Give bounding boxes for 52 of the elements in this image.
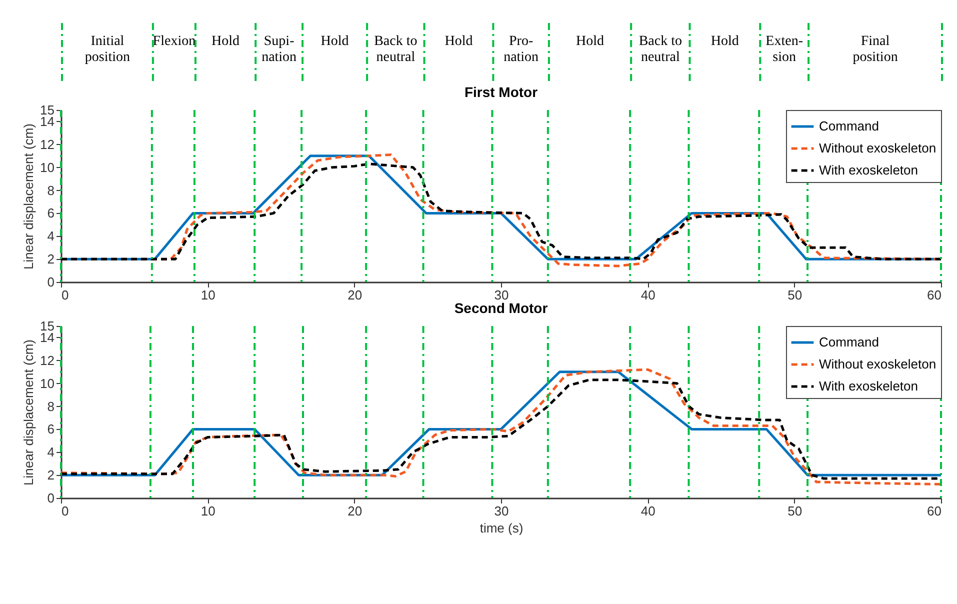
legend-label: Without exoskeleton — [819, 356, 936, 372]
x-tick-label: 50 — [788, 504, 802, 518]
chart-title: First Motor — [464, 84, 538, 100]
text: Flexion — [152, 34, 196, 49]
text: Final position — [852, 34, 898, 65]
x-axis-title: time (s) — [480, 520, 524, 536]
y-tick-label: 0 — [47, 274, 54, 290]
text: Back to neutral — [374, 34, 418, 65]
y-tick-label: 4 — [47, 228, 54, 244]
y-tick-label: 6 — [47, 422, 54, 437]
y-axis-title: Linear displacement (cm) — [21, 340, 36, 486]
y-axis-title: Linear displacement (cm) — [21, 124, 36, 270]
x-tick-label: 40 — [640, 504, 656, 518]
x-tick-label: 50 — [788, 288, 802, 302]
legend-label: Command — [819, 334, 879, 350]
x-tick-label: 10 — [200, 504, 216, 518]
legend-label: Command — [819, 118, 879, 134]
y-tick-label: 8 — [47, 398, 54, 414]
y-tick-label: 2 — [47, 252, 54, 267]
x-tick-label: 20 — [348, 504, 362, 518]
x-tick-label: 30 — [494, 504, 509, 518]
x-tick-label: 0 — [62, 288, 69, 302]
y-tick-label: 0 — [47, 490, 54, 506]
text: Hold — [444, 34, 473, 49]
y-tick-label: 12 — [40, 352, 54, 368]
y-tick-label: 6 — [47, 206, 54, 221]
legend-label: Without exoskeleton — [819, 140, 936, 156]
x-tick-label: 10 — [200, 288, 216, 302]
y-tick-label: 4 — [47, 444, 54, 460]
x-tick-label: 40 — [640, 288, 656, 302]
text: Hold — [212, 34, 240, 49]
chart-title: Second Motor — [454, 300, 548, 316]
text: Exten- sion — [766, 34, 804, 65]
text: Hold — [576, 34, 604, 49]
x-tick-label: 60 — [927, 288, 942, 302]
x-tick-label: 30 — [494, 288, 509, 302]
x-tick-label: 20 — [348, 288, 362, 302]
y-tick-label: 2 — [47, 468, 54, 483]
text: Pro- nation — [504, 34, 539, 65]
x-tick-label: 60 — [927, 504, 942, 518]
text: Hold — [320, 34, 349, 49]
y-tick-label: 12 — [40, 136, 54, 152]
text: Hold — [710, 34, 739, 49]
text: Back to neutral — [638, 34, 682, 65]
legend-label: With exoskeleton — [819, 162, 918, 178]
x-tick-label: 0 — [62, 504, 69, 518]
y-tick-label: 10 — [40, 160, 54, 175]
text: Supi- nation — [262, 34, 297, 65]
y-tick-label: 10 — [40, 376, 54, 391]
text: Initial position — [84, 34, 130, 65]
y-tick-label: 8 — [47, 182, 54, 198]
legend-label: With exoskeleton — [819, 378, 918, 394]
